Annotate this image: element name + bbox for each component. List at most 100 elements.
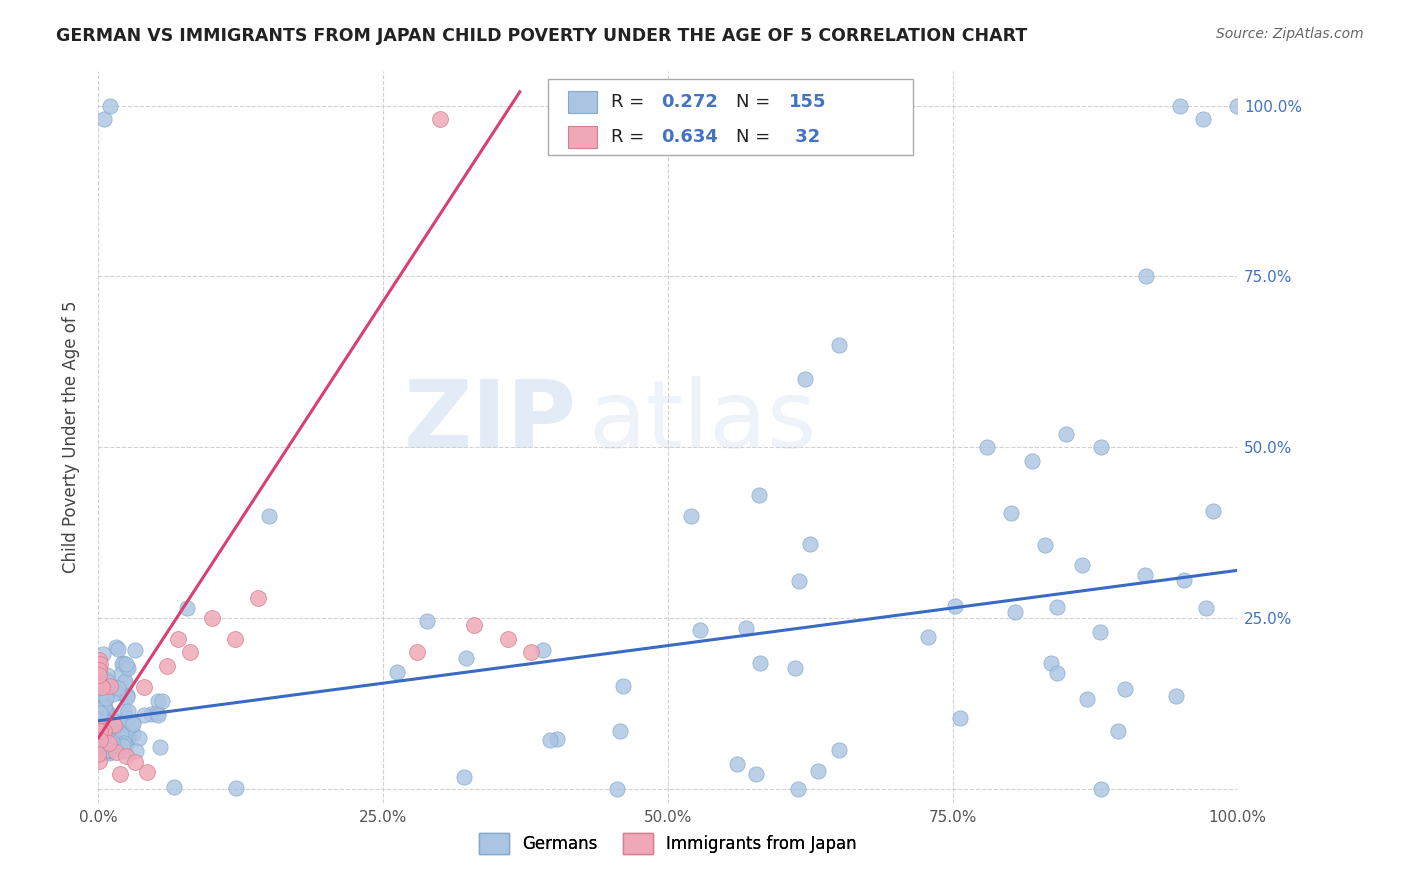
Point bbox=[463, 618, 485, 632]
Point bbox=[749, 657, 772, 671]
Point bbox=[97, 721, 120, 735]
Point bbox=[429, 112, 451, 127]
Point bbox=[90, 709, 112, 723]
Point bbox=[114, 676, 136, 690]
Point bbox=[115, 659, 138, 673]
Point bbox=[725, 756, 748, 771]
Point bbox=[107, 715, 129, 730]
Point bbox=[949, 711, 972, 725]
Point bbox=[115, 719, 138, 733]
Point bbox=[1054, 426, 1078, 441]
Point bbox=[1090, 440, 1112, 454]
Text: atlas: atlas bbox=[588, 376, 817, 468]
Point bbox=[110, 727, 132, 741]
Point bbox=[122, 717, 145, 731]
Point bbox=[828, 338, 851, 352]
Point bbox=[141, 707, 163, 722]
Point bbox=[98, 720, 121, 734]
Point bbox=[112, 731, 135, 746]
Point bbox=[98, 679, 121, 693]
Point bbox=[115, 729, 138, 743]
Y-axis label: Child Poverty Under the Age of 5: Child Poverty Under the Age of 5 bbox=[62, 301, 80, 574]
Point bbox=[748, 488, 770, 502]
Point bbox=[783, 661, 806, 675]
Point bbox=[943, 599, 966, 614]
Point bbox=[111, 656, 134, 670]
Text: 32: 32 bbox=[789, 128, 820, 145]
Point bbox=[91, 707, 114, 722]
Point bbox=[104, 741, 127, 756]
Point bbox=[609, 724, 631, 739]
Point bbox=[94, 692, 117, 706]
Point bbox=[94, 739, 117, 753]
Point bbox=[167, 632, 190, 646]
Point bbox=[1133, 568, 1156, 582]
Text: GERMAN VS IMMIGRANTS FROM JAPAN CHILD POVERTY UNDER THE AGE OF 5 CORRELATION CHA: GERMAN VS IMMIGRANTS FROM JAPAN CHILD PO… bbox=[56, 27, 1028, 45]
Point bbox=[114, 733, 136, 747]
Point bbox=[97, 706, 120, 721]
Point bbox=[108, 767, 131, 781]
Point bbox=[94, 744, 117, 758]
Point bbox=[97, 742, 120, 756]
Point bbox=[94, 701, 117, 715]
Point bbox=[90, 685, 112, 699]
Point bbox=[146, 706, 169, 720]
Point bbox=[135, 765, 157, 780]
Point bbox=[91, 680, 114, 694]
Point bbox=[1226, 98, 1249, 112]
Point bbox=[110, 666, 132, 681]
Point bbox=[112, 744, 135, 758]
Point bbox=[91, 699, 114, 714]
Point bbox=[246, 591, 269, 605]
Point bbox=[91, 743, 114, 757]
Point bbox=[114, 748, 136, 763]
Point bbox=[91, 647, 114, 661]
Point bbox=[1114, 682, 1136, 697]
Point bbox=[1192, 112, 1215, 127]
Point bbox=[799, 537, 821, 551]
Point bbox=[385, 665, 408, 679]
Point bbox=[87, 663, 110, 677]
Point bbox=[1090, 624, 1112, 639]
Point bbox=[117, 661, 139, 675]
Point bbox=[89, 657, 111, 671]
Point bbox=[1070, 558, 1092, 573]
Point bbox=[104, 740, 127, 755]
Point bbox=[87, 652, 110, 666]
Point bbox=[89, 724, 111, 739]
Point bbox=[917, 630, 939, 644]
Text: N =: N = bbox=[737, 128, 776, 145]
Point bbox=[97, 732, 120, 747]
Point bbox=[1035, 538, 1057, 552]
Point bbox=[97, 739, 120, 753]
Point bbox=[87, 747, 110, 762]
Point bbox=[94, 734, 117, 748]
Point bbox=[107, 681, 129, 696]
Point bbox=[93, 697, 115, 711]
Point bbox=[612, 680, 634, 694]
Point bbox=[90, 689, 112, 703]
Point bbox=[1170, 98, 1192, 112]
Point bbox=[112, 704, 135, 718]
Point bbox=[89, 742, 111, 756]
Point bbox=[89, 666, 111, 681]
Point bbox=[115, 711, 138, 725]
Point bbox=[453, 771, 475, 785]
Point bbox=[93, 112, 115, 127]
Point bbox=[90, 722, 112, 736]
Point bbox=[115, 688, 138, 702]
Point bbox=[1135, 269, 1157, 284]
Point bbox=[87, 712, 110, 726]
Point bbox=[103, 718, 125, 732]
Point bbox=[134, 707, 156, 722]
Point bbox=[454, 651, 477, 665]
Point bbox=[828, 742, 851, 756]
Point bbox=[1000, 506, 1022, 520]
Point bbox=[90, 739, 112, 753]
Point bbox=[1173, 573, 1195, 587]
Point bbox=[546, 732, 568, 747]
Point bbox=[89, 730, 111, 744]
Point bbox=[90, 729, 112, 743]
Text: R =: R = bbox=[612, 93, 650, 111]
Point bbox=[1090, 782, 1112, 797]
